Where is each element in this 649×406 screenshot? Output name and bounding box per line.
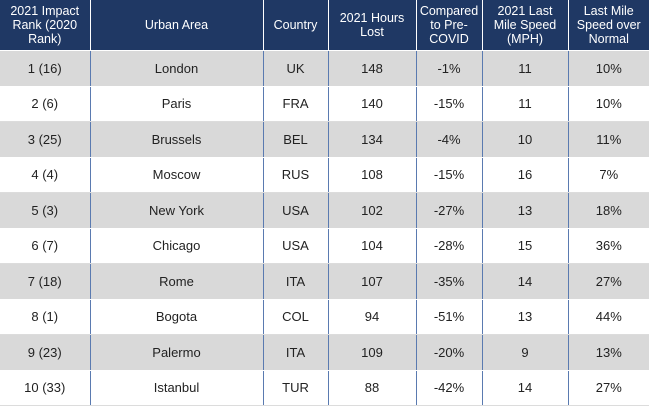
last-mile-speed-cell: 15 (482, 228, 569, 264)
pre-covid-cell: -1% (416, 50, 483, 87)
urban-area-header: Urban Area (90, 0, 264, 51)
hours-lost-cell: 140 (328, 86, 417, 122)
rank-cell: 8 (1) (0, 299, 91, 335)
hours-lost-cell: 107 (328, 263, 417, 300)
rank-cell: 9 (23) (0, 334, 91, 371)
table-row: 5 (3) New York USA 102 -27% 13 18% (0, 192, 649, 229)
table-row: 2 (6) Paris FRA 140 -15% 11 10% (0, 86, 649, 122)
rank-cell: 7 (18) (0, 263, 91, 300)
urban-area-cell: Moscow (90, 157, 264, 193)
hours-lost-cell: 109 (328, 334, 417, 371)
table-row: 9 (23) Palermo ITA 109 -20% 9 13% (0, 334, 649, 371)
pre-covid-header: Compared to Pre-COVID (416, 0, 483, 51)
speed-over-normal-cell: 27% (568, 263, 649, 300)
table-row: 4 (4) Moscow RUS 108 -15% 16 7% (0, 157, 649, 193)
urban-area-cell: Istanbul (90, 370, 264, 406)
rank-header: 2021 Impact Rank (2020 Rank) (0, 0, 91, 51)
urban-area-cell: Bogota (90, 299, 264, 335)
table-body: 1 (16) London UK 148 -1% 11 10% 2 (6) Paris FRA 14… (0, 50, 649, 406)
rank-cell: 1 (16) (0, 50, 91, 87)
speed-over-normal-cell: 13% (568, 334, 649, 371)
hours-lost-cell: 102 (328, 192, 417, 229)
last-mile-speed-cell: 14 (482, 263, 569, 300)
country-cell: BEL (263, 121, 329, 158)
urban-area-cell: Brussels (90, 121, 264, 158)
pre-covid-cell: -28% (416, 228, 483, 264)
last-mile-speed-cell: 16 (482, 157, 569, 193)
rank-cell: 4 (4) (0, 157, 91, 193)
table-row: 7 (18) Rome ITA 107 -35% 14 27% (0, 263, 649, 300)
last-mile-speed-cell: 10 (482, 121, 569, 158)
last-mile-speed-cell: 13 (482, 192, 569, 229)
speed-over-normal-cell: 36% (568, 228, 649, 264)
speed-over-normal-header: Last Mile Speed over Normal (568, 0, 649, 51)
pre-covid-cell: -27% (416, 192, 483, 229)
table-row: 8 (1) Bogota COL 94 -51% 13 44% (0, 299, 649, 335)
urban-area-cell: Chicago (90, 228, 264, 264)
hours-lost-cell: 88 (328, 370, 417, 406)
speed-over-normal-cell: 10% (568, 86, 649, 122)
pre-covid-cell: -42% (416, 370, 483, 406)
last-mile-speed-cell: 13 (482, 299, 569, 335)
speed-over-normal-cell: 7% (568, 157, 649, 193)
country-cell: USA (263, 192, 329, 229)
table-row: 10 (33) Istanbul TUR 88 -42% 14 27% (0, 370, 649, 406)
urban-area-cell: London (90, 50, 264, 87)
hours-lost-cell: 104 (328, 228, 417, 264)
hours-lost-cell: 134 (328, 121, 417, 158)
rank-cell: 2 (6) (0, 86, 91, 122)
urban-area-cell: Palermo (90, 334, 264, 371)
country-cell: USA (263, 228, 329, 264)
urban-area-cell: Paris (90, 86, 264, 122)
last-mile-speed-cell: 9 (482, 334, 569, 371)
pre-covid-cell: -15% (416, 86, 483, 122)
table-row: 3 (25) Brussels BEL 134 -4% 10 11% (0, 121, 649, 158)
last-mile-speed-header: 2021 Last Mile Speed (MPH) (482, 0, 569, 51)
hours-lost-cell: 94 (328, 299, 417, 335)
country-header: Country (263, 0, 329, 51)
country-cell: UK (263, 50, 329, 87)
rank-cell: 5 (3) (0, 192, 91, 229)
hours-lost-cell: 108 (328, 157, 417, 193)
country-cell: COL (263, 299, 329, 335)
header-row: 2021 Impact Rank (2020 Rank) Urban Area Co… (0, 0, 649, 51)
speed-over-normal-cell: 27% (568, 370, 649, 406)
country-cell: ITA (263, 263, 329, 300)
country-cell: FRA (263, 86, 329, 122)
hours-lost-header: 2021 Hours Lost (328, 0, 417, 51)
table-row: 6 (7) Chicago USA 104 -28% 15 36% (0, 228, 649, 264)
last-mile-speed-cell: 11 (482, 50, 569, 87)
hours-lost-cell: 148 (328, 50, 417, 87)
speed-over-normal-cell: 18% (568, 192, 649, 229)
last-mile-speed-cell: 14 (482, 370, 569, 406)
urban-area-cell: Rome (90, 263, 264, 300)
rank-cell: 10 (33) (0, 370, 91, 406)
country-cell: TUR (263, 370, 329, 406)
rank-cell: 3 (25) (0, 121, 91, 158)
table-row: 1 (16) London UK 148 -1% 11 10% (0, 50, 649, 87)
pre-covid-cell: -35% (416, 263, 483, 300)
speed-over-normal-cell: 11% (568, 121, 649, 158)
pre-covid-cell: -4% (416, 121, 483, 158)
country-cell: ITA (263, 334, 329, 371)
pre-covid-cell: -20% (416, 334, 483, 371)
speed-over-normal-cell: 10% (568, 50, 649, 87)
speed-over-normal-cell: 44% (568, 299, 649, 335)
country-cell: RUS (263, 157, 329, 193)
last-mile-speed-cell: 11 (482, 86, 569, 122)
urban-area-cell: New York (90, 192, 264, 229)
rank-cell: 6 (7) (0, 228, 91, 264)
pre-covid-cell: -51% (416, 299, 483, 335)
pre-covid-cell: -15% (416, 157, 483, 193)
